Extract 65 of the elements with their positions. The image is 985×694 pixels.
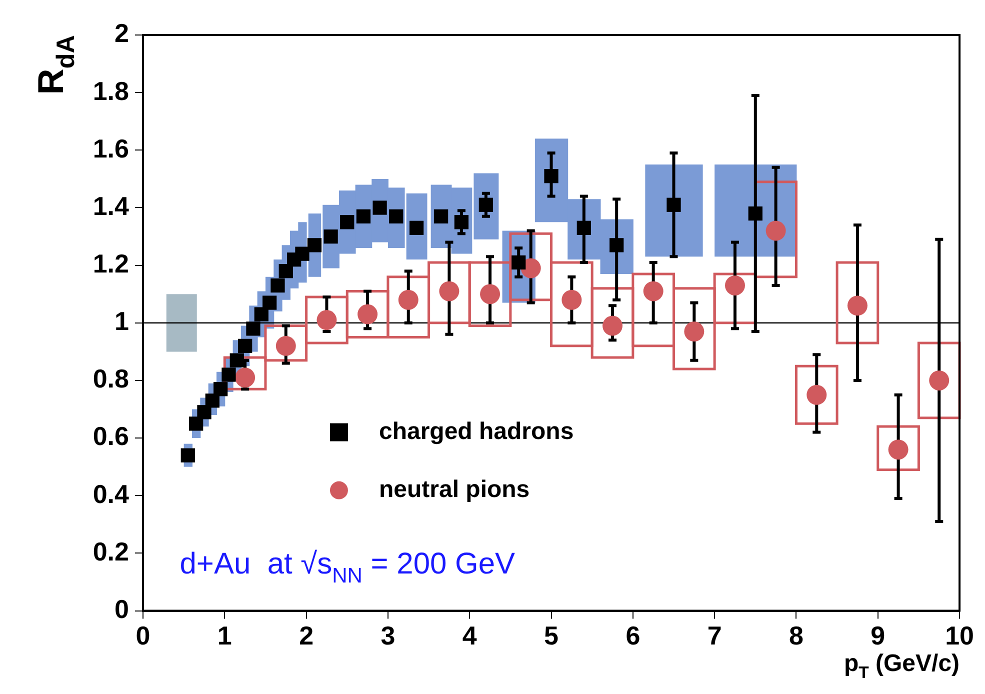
y-tick-label: 2 — [114, 18, 129, 48]
y-axis-title: RdA — [30, 34, 80, 95]
bar — [876, 425, 920, 471]
point — [254, 307, 268, 322]
point — [478, 198, 494, 212]
point — [197, 405, 212, 420]
point — [666, 198, 681, 212]
point — [544, 169, 558, 184]
point — [262, 296, 277, 310]
bar — [166, 294, 197, 352]
point — [214, 382, 228, 396]
point — [278, 264, 293, 278]
point — [246, 322, 260, 336]
x-tick-label: 1 — [217, 620, 232, 651]
bar — [917, 342, 961, 420]
y-tick-label: 1.2 — [92, 248, 129, 278]
point — [372, 200, 387, 215]
y-tick-label: 0.4 — [92, 478, 130, 509]
point — [643, 281, 664, 302]
point — [270, 278, 285, 293]
point — [409, 220, 424, 235]
x-tick-label: 4 — [462, 620, 478, 651]
point — [340, 215, 354, 230]
x-tick-label: 0 — [136, 620, 150, 651]
point — [562, 290, 582, 310]
bar — [836, 261, 880, 344]
y-tick-label: 0.8 — [92, 364, 129, 394]
point — [684, 322, 704, 342]
point — [512, 255, 526, 270]
point — [847, 296, 868, 316]
point — [576, 220, 592, 235]
y-tick-label: 1 — [114, 306, 129, 336]
point — [434, 209, 448, 224]
point — [454, 215, 469, 230]
x-tick-label: 8 — [789, 620, 804, 651]
point — [230, 353, 244, 368]
y-tick-label: 0 — [114, 594, 129, 624]
point — [324, 229, 338, 244]
x-tick-label: 3 — [380, 620, 396, 651]
y-tick-label: 1.6 — [92, 133, 129, 164]
y-tick-label: 1.4 — [92, 190, 130, 221]
point — [222, 368, 236, 382]
x-tick-label: 6 — [626, 620, 640, 651]
x-tick-label: 9 — [870, 620, 886, 651]
point — [766, 220, 786, 241]
point — [205, 394, 220, 408]
x-tick-label: 5 — [544, 620, 559, 651]
point — [295, 246, 310, 261]
point — [189, 416, 204, 431]
point — [389, 209, 404, 224]
y-tick-label: 0.6 — [92, 421, 129, 452]
point — [238, 338, 252, 354]
x-tick-label: 10 — [945, 620, 974, 651]
bar — [794, 364, 838, 425]
x-tick-label: 2 — [299, 620, 314, 651]
y-tick-label: 1.8 — [92, 76, 129, 106]
point — [748, 206, 762, 221]
x-tick-label: 7 — [707, 620, 722, 651]
legend-label: charged hadrons — [378, 418, 574, 445]
point — [724, 275, 745, 296]
point — [307, 238, 322, 252]
y-tick-label: 0.2 — [92, 536, 129, 566]
legend-label: neutral pions — [378, 476, 530, 503]
point — [356, 209, 371, 224]
point — [180, 448, 195, 462]
